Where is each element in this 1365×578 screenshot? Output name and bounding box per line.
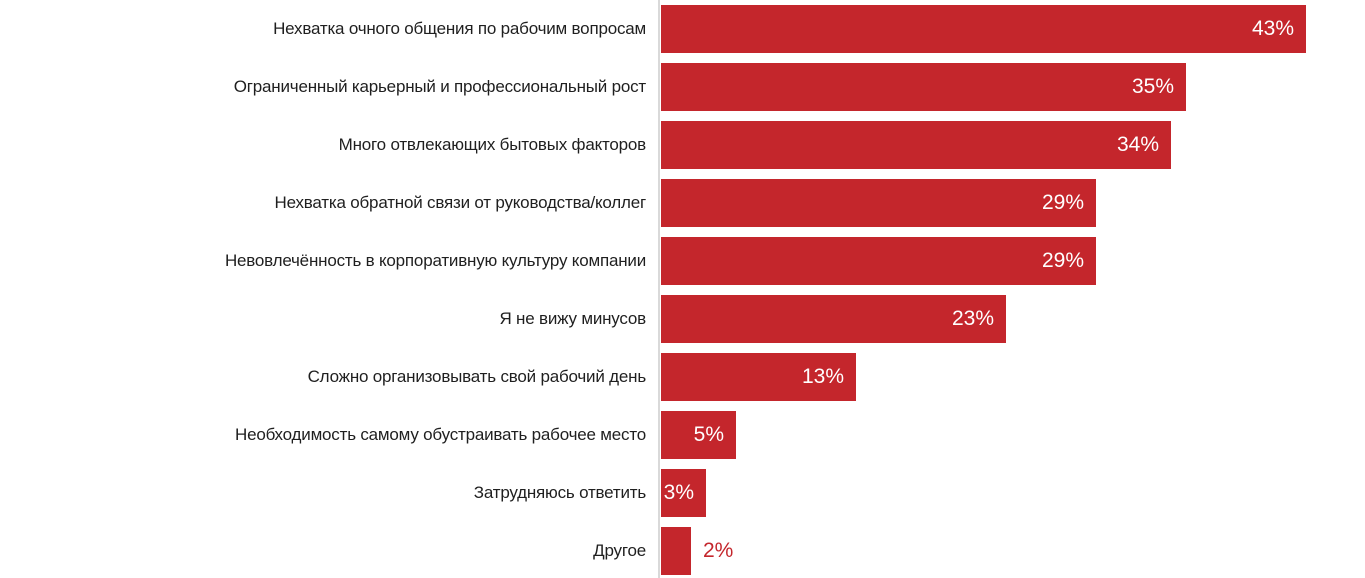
bar (661, 527, 691, 575)
category-label: Нехватка очного общения по рабочим вопро… (273, 19, 646, 39)
bar-row: Много отвлекающих бытовых факторов 34% (0, 121, 1365, 169)
bar-row: Я не вижу минусов 23% (0, 295, 1365, 343)
bar-zone: 35% (646, 63, 1365, 111)
bar-rows: Нехватка очного общения по рабочим вопро… (0, 5, 1365, 578)
category-label: Затрудняюсь ответить (473, 483, 646, 503)
axis-baseline (658, 0, 660, 578)
bar-row: Ограниченный карьерный и профессиональны… (0, 63, 1365, 111)
value-label: 35% (1131, 75, 1174, 98)
bar-zone: 3% (646, 469, 1365, 517)
bar-row: Нехватка очного общения по рабочим вопро… (0, 5, 1365, 53)
category-label: Другое (593, 541, 646, 561)
bar: 29% (661, 237, 1096, 285)
bar: 35% (661, 63, 1186, 111)
bar: 23% (661, 295, 1006, 343)
category-label: Я не вижу минусов (499, 309, 646, 329)
bar: 5% (661, 411, 736, 459)
bar-zone: 13% (646, 353, 1365, 401)
category-label: Необходимость самому обустраивать рабоче… (235, 425, 646, 445)
value-label: 5% (693, 423, 724, 446)
category-label: Нехватка обратной связи от руководства/к… (274, 193, 647, 213)
value-label: 13% (801, 365, 844, 388)
category-label: Невовлечённость в корпоративную культуру… (224, 251, 646, 271)
bar: 3% (661, 469, 706, 517)
value-label: 2% (703, 539, 734, 562)
bar-zone: 5% (646, 411, 1365, 459)
bar-zone: 29% (646, 237, 1365, 285)
value-label: 3% (663, 481, 694, 504)
bar-zone: 43% (646, 5, 1365, 53)
bar-row: Другое 2% (0, 527, 1365, 575)
bar: 29% (661, 179, 1096, 227)
bar-zone: 29% (646, 179, 1365, 227)
bar-row: Необходимость самому обустраивать рабоче… (0, 411, 1365, 459)
bar-row: Нехватка обратной связи от руководства/к… (0, 179, 1365, 227)
value-label: 23% (951, 307, 994, 330)
value-label: 34% (1116, 133, 1159, 156)
bar-zone: 23% (646, 295, 1365, 343)
bar: 34% (661, 121, 1171, 169)
bar-zone: 2% (646, 527, 1365, 575)
category-label: Ограниченный карьерный и профессиональны… (233, 77, 646, 97)
bar-zone: 34% (646, 121, 1365, 169)
value-label: 29% (1041, 249, 1084, 272)
bar-row: Невовлечённость в корпоративную культуру… (0, 237, 1365, 285)
value-label: 29% (1041, 191, 1084, 214)
bar-row: Сложно организовывать свой рабочий день 1… (0, 353, 1365, 401)
category-label: Сложно организовывать свой рабочий день (307, 367, 647, 387)
value-label: 43% (1251, 17, 1294, 40)
bar-row: Затрудняюсь ответить 3% (0, 469, 1365, 517)
bar: 43% (661, 5, 1306, 53)
bar: 13% (661, 353, 856, 401)
category-label: Много отвлекающих бытовых факторов (338, 135, 647, 155)
